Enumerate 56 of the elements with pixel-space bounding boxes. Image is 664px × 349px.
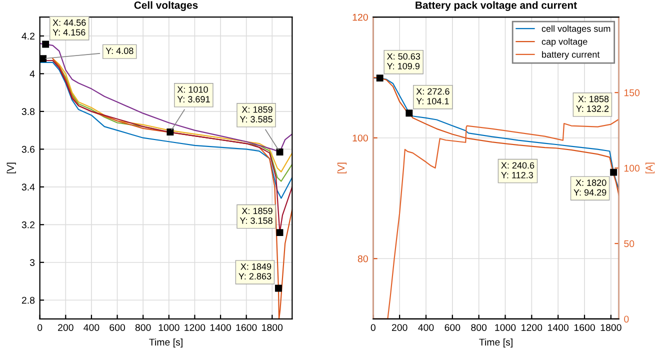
x-tick-label: 1600 — [236, 324, 257, 331]
y2-axis-title: [A] — [645, 162, 655, 174]
annotation: X: 272.6 Y: 104.1 — [416, 88, 450, 104]
x-tick-label: 1200 — [184, 324, 206, 331]
chart-title: Cell voltages — [134, 1, 198, 11]
x-tick-label: 400 — [84, 324, 100, 331]
annotation: X: 1858 Y: 132.2 — [576, 96, 609, 112]
annotation: X: 1820 Y: 94.29 — [574, 180, 606, 196]
annotation: X: 1849 Y: 2.863 — [238, 263, 272, 280]
annotation: X: 50.63 Y: 109.9 — [387, 53, 420, 70]
y-tick-label: 3 — [30, 259, 35, 266]
y-tick-label: 4 — [30, 70, 35, 78]
x-tick-label: 1400 — [210, 324, 231, 331]
annotation: Y: 4.08 — [106, 48, 134, 54]
y2-tick-label: 100 — [624, 164, 640, 172]
annotation: X: 240.6 Y: 112.3 — [501, 162, 534, 178]
x-tick-label: 800 — [471, 324, 487, 331]
legend-label: cap voltage — [542, 38, 588, 47]
y2-tick-label: 50 — [624, 240, 634, 248]
x-tick-label: 1000 — [158, 324, 180, 331]
y-tick-label: 120 — [352, 14, 368, 21]
x-tick-label: 1800 — [262, 324, 283, 331]
y-tick-label: 80 — [358, 255, 368, 262]
x-tick-label: 800 — [135, 324, 151, 331]
chart-title: Battery pack voltage and current — [416, 1, 577, 11]
x-tick-label: 0 — [370, 324, 376, 331]
y-tick-label: 100 — [352, 134, 368, 142]
y-tick-label: 3.4 — [22, 184, 35, 191]
x-tick-label: 1800 — [600, 324, 622, 331]
y-tick-label: 3.6 — [22, 146, 35, 153]
y-tick-label: 3.2 — [22, 221, 34, 228]
x-tick-label: 200 — [392, 324, 408, 331]
x-tick-label: 1600 — [574, 324, 595, 331]
x-axis-title: Time [s] — [149, 338, 182, 348]
x-tick-label: 200 — [58, 324, 74, 331]
y-tick-label: 3.8 — [22, 108, 35, 116]
x-axis-title: Time [s] — [479, 338, 512, 348]
x-tick-label: 400 — [418, 324, 434, 331]
y-axis-title: [V] — [337, 162, 347, 174]
x-tick-label: 1000 — [495, 324, 516, 331]
y-axis-title: [V] — [6, 162, 16, 174]
x-tick-label: 0 — [38, 324, 42, 331]
y2-tick-label: 0 — [624, 316, 629, 323]
legend-label: battery current — [542, 51, 600, 60]
x-tick-label: 600 — [110, 324, 126, 331]
x-tick-label: 1400 — [548, 324, 569, 331]
annotation: X: 1010 Y: 3.691 — [177, 86, 210, 102]
annotation: X: 1859 Y: 3.585 — [240, 106, 272, 122]
x-tick-label: 600 — [444, 324, 460, 331]
annotation: X: 44.56 Y: 4.156 — [52, 19, 86, 36]
x-tick-label: 1200 — [522, 324, 542, 331]
annotation: X: 1859 Y: 3.158 — [240, 208, 272, 224]
y-tick-label: 4.2 — [22, 32, 34, 40]
y2-tick-label: 150 — [624, 89, 640, 96]
y-tick-label: 2.8 — [22, 296, 35, 304]
legend-label: cell voltages sum — [542, 25, 610, 34]
